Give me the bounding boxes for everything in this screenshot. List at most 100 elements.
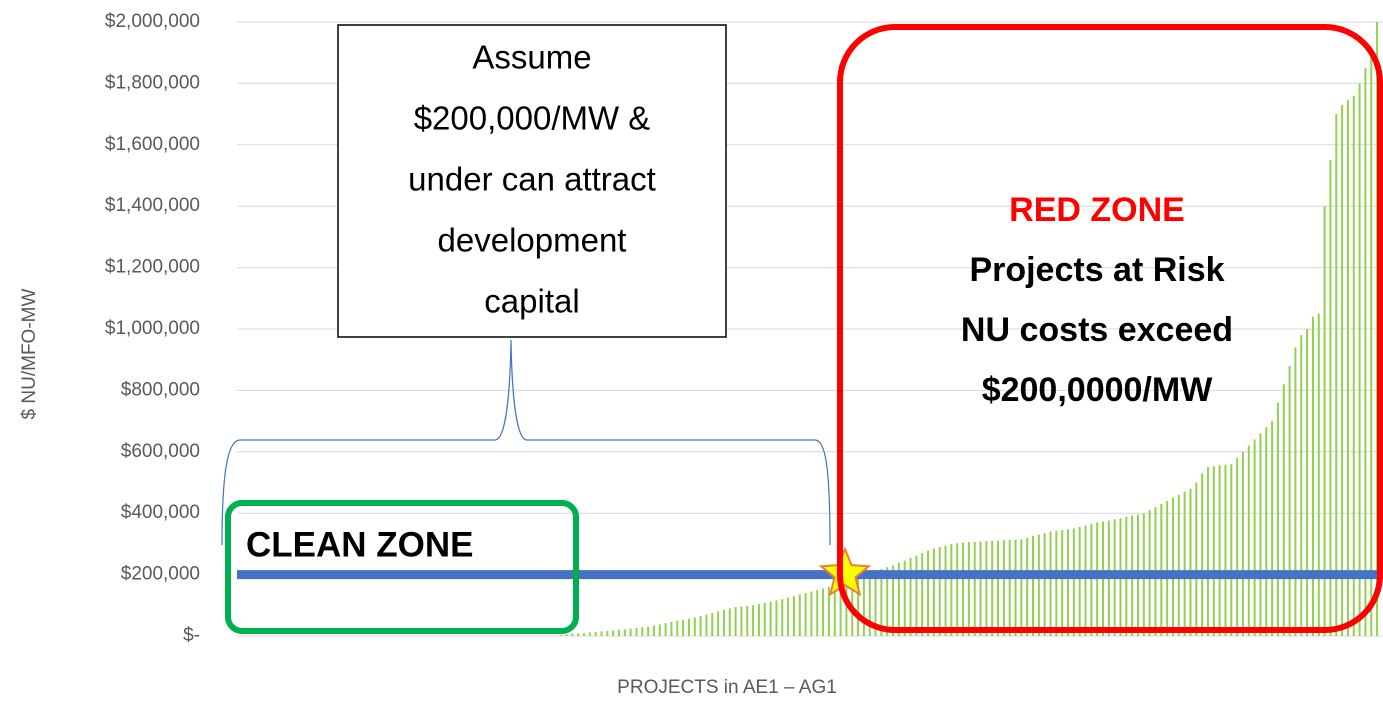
bar [1067,529,1070,636]
bar [676,620,679,636]
bar [985,541,988,636]
bar [769,601,772,636]
y-tick-label: $1,600,000 [105,134,200,155]
bar [1317,313,1320,636]
star [818,546,872,597]
bar [1306,329,1309,636]
bar [845,581,848,636]
bar [1189,488,1192,636]
bar [740,606,743,636]
bar [1026,537,1029,636]
bar [600,631,603,636]
bar [792,596,795,636]
red-zone-text: RED ZONE [1009,191,1185,229]
y-tick-label: $2,000,000 [105,11,200,32]
bar [903,560,906,636]
callout-box [337,24,727,338]
callout-text: development [438,222,627,259]
red-zone-box [837,24,1383,633]
callout-text: under can attract [408,161,656,198]
bar [1271,421,1274,636]
bar [629,628,632,636]
bar [956,543,959,636]
bar [1055,530,1058,636]
bar [752,605,755,636]
callout-text: capital [484,283,579,320]
bar [979,541,982,636]
bar [775,600,778,636]
bar [1329,160,1332,636]
bar [804,593,807,636]
bar [973,541,976,636]
bar [798,594,801,636]
bar [612,630,615,636]
bar [810,591,813,636]
bar [1078,527,1081,636]
bar [641,627,644,636]
bar [1096,522,1099,636]
bar [1008,539,1011,636]
bar [915,555,918,636]
y-tick-label: $600,000 [121,441,200,462]
callout-text: $200,000/MW & [414,100,651,137]
red-zone-text: NU costs exceed [961,311,1233,349]
bar [606,631,609,636]
bar [1282,384,1285,636]
bar [1166,500,1169,636]
bar [1323,206,1326,636]
bar [1276,402,1279,636]
bar [594,632,597,636]
bar [874,570,877,636]
brace [221,339,831,546]
bar [571,633,574,636]
bar [997,540,1000,636]
bar [699,616,702,636]
bar [734,607,737,636]
bar [1201,473,1204,636]
bar [827,586,830,636]
y-axis-label: $ NU/MFO-MW [19,289,40,420]
bar [687,618,690,636]
y-tick-label: $1,400,000 [105,195,200,216]
bar [757,604,760,636]
bar [1195,482,1198,636]
bar [880,569,883,636]
bar [577,633,580,636]
bar [1183,491,1186,636]
clean-zone-label: CLEAN ZONE [246,525,474,564]
bar [1265,427,1268,636]
bar [1043,533,1046,636]
bar [950,543,953,636]
bar [991,540,994,636]
bar [822,588,825,636]
clean-zone-box [225,500,579,634]
bar [1049,531,1052,636]
bar [839,583,842,636]
bar [1294,347,1297,636]
bar [763,602,766,636]
bar [717,611,720,636]
bar [1171,497,1174,636]
bar [962,542,965,636]
bar [1020,539,1023,636]
bar [1311,316,1314,636]
bar [728,608,731,636]
y-tick-label: $800,000 [121,379,200,400]
y-tick-label: $1,800,000 [105,72,200,93]
bar [682,619,685,636]
bar [938,546,941,636]
bar [1212,466,1215,636]
bar [1358,83,1361,636]
bar [582,632,585,636]
bar [1241,451,1244,636]
bar [1061,530,1064,636]
bar [886,567,889,636]
y-tick-label: $- [183,625,200,646]
bar [1084,525,1087,636]
bar [862,575,865,636]
bar [565,634,568,636]
bar [1090,523,1093,636]
bar [921,553,924,636]
bar [1346,100,1349,636]
bar [1230,464,1233,636]
